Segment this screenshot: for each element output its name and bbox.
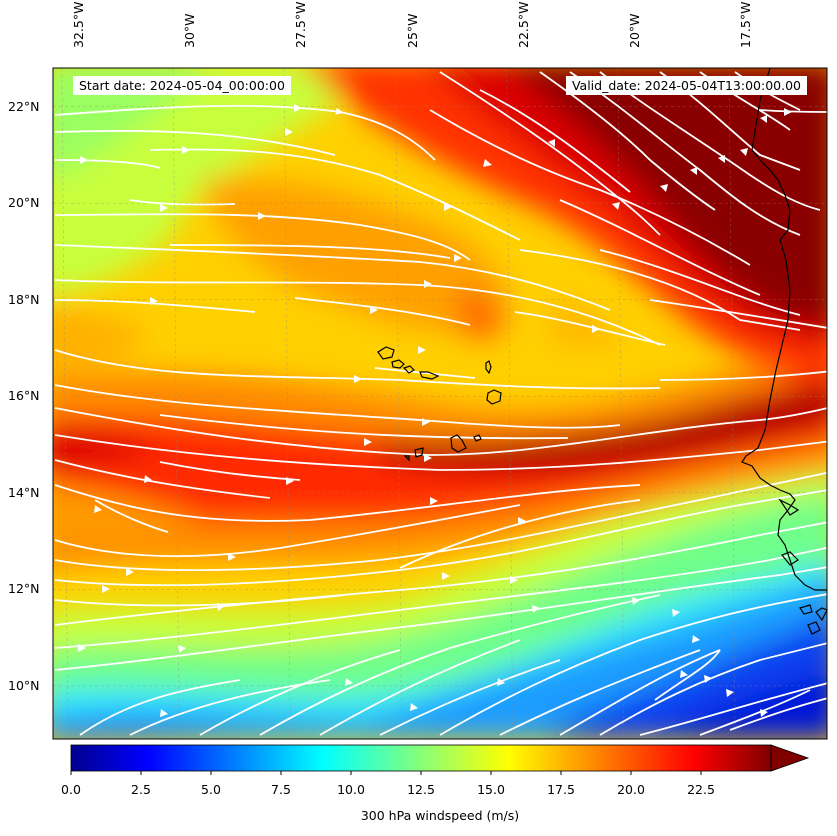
lon-tick-label: 27.5°W: [293, 1, 309, 48]
colorbar-tick-label: 5.0: [201, 782, 221, 797]
lat-tick-label: 18°N: [8, 291, 40, 307]
lon-tick-label: 30°W: [182, 13, 198, 48]
colorbar-tick-label: 20.0: [617, 782, 645, 797]
colorbar-tick-label: 12.5: [407, 782, 435, 797]
lon-tick-label: 17.5°W: [738, 1, 754, 48]
colorbar-tick-label: 0.0: [61, 782, 81, 797]
colorbar: [70, 744, 810, 775]
cabo-verde-islands: [377, 346, 502, 462]
lon-tick-label: 20°W: [626, 13, 642, 48]
lon-tick-label: 22.5°W: [515, 1, 531, 48]
colorbar-tick-label: 15.0: [477, 782, 505, 797]
colorbar-tick-label: 17.5: [547, 782, 575, 797]
colorbar-title: 300 hPa windspeed (m/s): [360, 808, 520, 823]
colorbar-tick-label: 2.5: [131, 782, 151, 797]
lon-tick-label: 32.5°W: [70, 1, 86, 48]
lon-gridline: [728, 68, 736, 739]
colorbar-extend-arrow: [770, 744, 810, 772]
lon-gridline: [284, 68, 291, 739]
lon-gridline: [506, 68, 513, 739]
lon-gridline: [617, 68, 625, 739]
african-coastline: [741, 67, 828, 635]
lat-tick-label: 20°N: [8, 195, 40, 211]
colorbar-tick-label: 7.5: [271, 782, 291, 797]
lat-tick-label: 22°N: [8, 98, 40, 114]
lat-tick-label: 12°N: [8, 581, 40, 597]
lon-tick-label: 25°W: [404, 13, 420, 48]
colorbar-tick-label: 22.5: [687, 782, 715, 797]
colorbar-gradient: [71, 745, 771, 771]
map-frame: [52, 67, 828, 740]
valid-date-label: Valid_date: 2024-05-04T13:00:00.00: [565, 76, 807, 95]
colorbar-tick-label: 10.0: [337, 782, 365, 797]
streamline-arrows: [78, 104, 792, 717]
lon-gridline: [172, 68, 180, 739]
start-date-label: Start date: 2024-05-04_00:00:00: [73, 76, 291, 95]
lat-tick-label: 14°N: [8, 484, 40, 500]
lat-tick-label: 10°N: [8, 677, 40, 693]
lat-tick-label: 16°N: [8, 388, 40, 404]
lon-gridline: [61, 68, 69, 739]
